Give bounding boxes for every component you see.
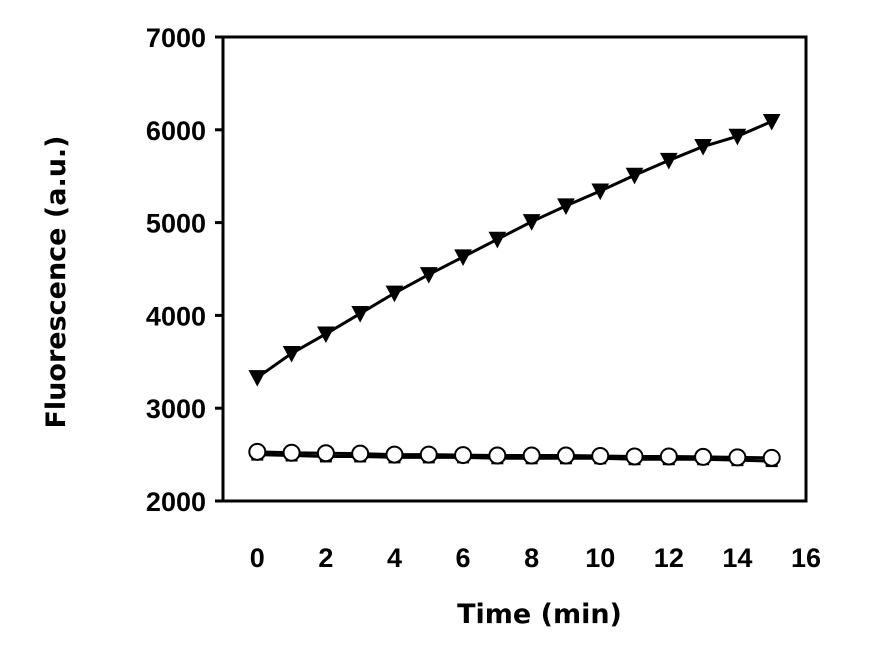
data-point	[385, 285, 404, 303]
data-point	[762, 113, 781, 131]
data-point	[694, 447, 713, 466]
data-point	[419, 445, 438, 464]
data-point	[488, 231, 507, 249]
data-point	[591, 183, 610, 201]
data-point	[522, 446, 541, 465]
data-point	[728, 128, 747, 146]
data-point	[351, 306, 370, 323]
x-tick-label: 14	[722, 543, 752, 573]
y-tick-label: 6000	[146, 116, 206, 146]
y-tick-label: 3000	[146, 394, 206, 424]
data-point	[694, 139, 712, 156]
data-point	[317, 326, 335, 344]
data-point	[762, 448, 781, 467]
x-axis-title: Time (min)	[457, 599, 622, 630]
data-point	[248, 370, 267, 387]
x-tick-label: 0	[250, 543, 265, 573]
plot-marks	[248, 113, 781, 468]
series-line	[257, 450, 772, 460]
data-point	[419, 267, 438, 284]
y-tick-label: 5000	[146, 209, 206, 239]
x-tick-label: 6	[456, 543, 471, 573]
data-point	[454, 446, 473, 465]
data-point	[282, 345, 301, 363]
data-point	[591, 446, 610, 465]
data-point	[522, 214, 541, 231]
y-axis-title: Fluorescence (a.u.)	[41, 135, 72, 428]
data-point	[625, 447, 644, 466]
series-line	[256, 120, 773, 379]
data-point	[488, 446, 507, 465]
data-point	[728, 448, 747, 467]
x-tick-label: 4	[387, 543, 402, 573]
data-point	[556, 446, 575, 465]
data-point	[625, 167, 644, 185]
x-tick-label: 16	[791, 543, 821, 573]
x-tick-label: 8	[524, 543, 539, 573]
data-point	[351, 444, 370, 463]
y-tick-label: 4000	[146, 301, 206, 331]
data-point	[282, 443, 301, 462]
data-point	[385, 445, 404, 464]
axis-ticks: 2000 3000 4000 5000 6000 7000 0 2 4 6 8 10 12 14 16	[146, 23, 821, 573]
plot-frame	[221, 35, 808, 503]
data-point	[659, 447, 678, 466]
series-triangle-down	[248, 113, 781, 387]
data-point	[316, 444, 335, 463]
data-point	[659, 152, 678, 170]
data-point	[454, 249, 472, 266]
y-tick-label: 7000	[146, 23, 206, 53]
x-tick-label: 10	[585, 543, 615, 573]
x-tick-label: 2	[318, 543, 333, 573]
x-tick-label: 12	[654, 543, 684, 573]
y-tick-label: 2000	[146, 487, 206, 517]
series-line	[257, 453, 772, 463]
series-circle-open	[248, 442, 781, 467]
data-point	[248, 442, 267, 461]
data-point	[557, 198, 575, 215]
